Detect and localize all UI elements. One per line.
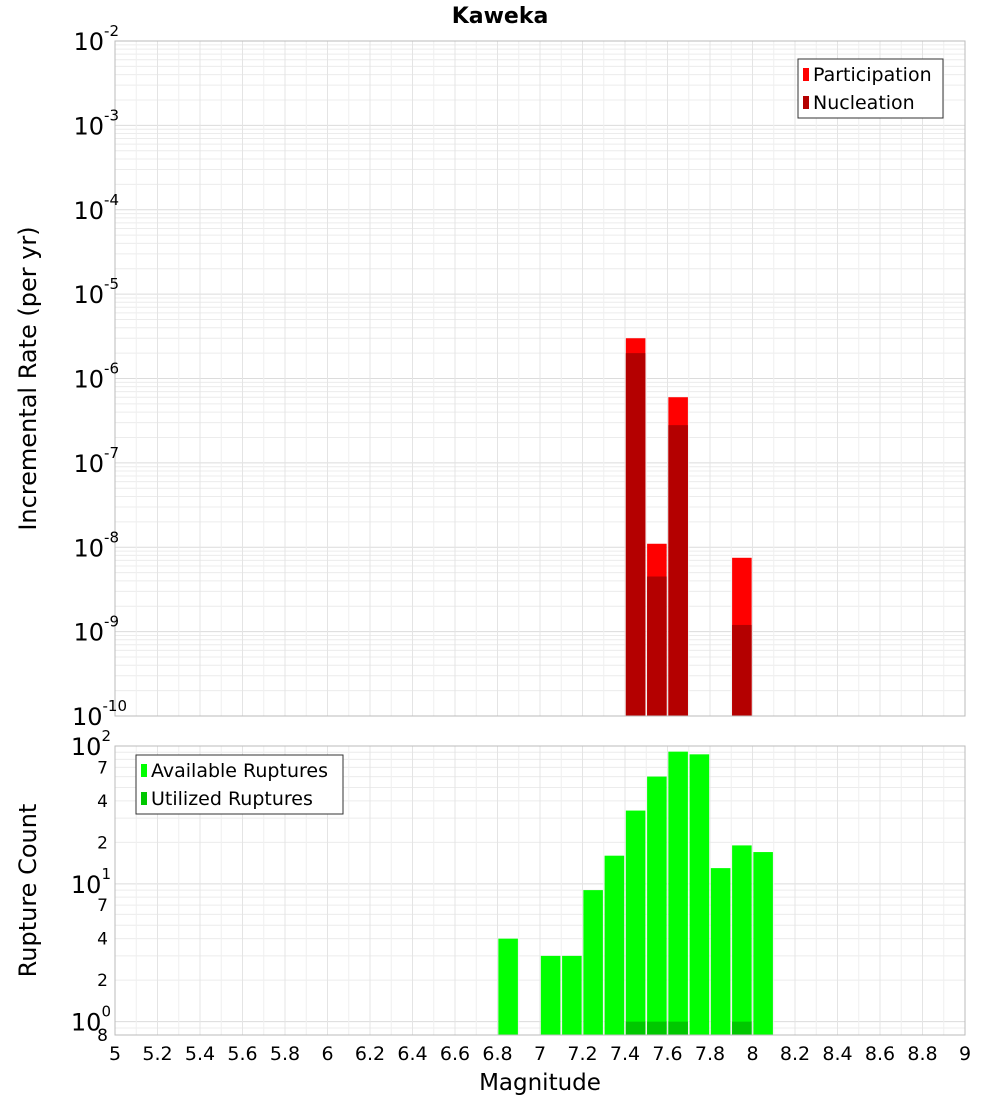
bar-utilized-ruptures (668, 1021, 688, 1035)
x-tick-label: 5 (109, 1043, 121, 1065)
panel-count: 100 101 102 8 2 4 7 2 4 7 Rupture Count Available R… (14, 727, 966, 1046)
bar-utilized-ruptures (732, 1021, 752, 1035)
legend-box (797, 58, 944, 119)
x-tick-label: 8.8 (907, 1043, 937, 1065)
x-tick-label: 6.6 (440, 1043, 470, 1065)
bar-available-ruptures (562, 955, 582, 1035)
y-axis-title: Rupture Count (14, 804, 42, 978)
bar-available-ruptures (583, 890, 603, 1035)
x-tick-label: 7.2 (567, 1043, 597, 1065)
x-tick-label: 8.4 (822, 1043, 852, 1065)
y-tick-label: 10-6 (73, 360, 119, 394)
y-minor-tick-label: 4 (97, 792, 108, 812)
y-tick-label: 10-2 (73, 22, 119, 56)
panel-rate: 10-10 10-9 10-8 10-7 10-6 10-5 10-4 10-3 10-2 Inc… (14, 22, 966, 731)
bar-available-ruptures (625, 810, 646, 1035)
bar-available-ruptures (647, 776, 667, 1035)
x-tick-label: 5.2 (142, 1043, 172, 1065)
legend-label: Participation (813, 64, 932, 86)
x-tick-label: 5.8 (270, 1043, 300, 1065)
y-minor-tick-label: 2 (97, 833, 108, 853)
y-tick-label: 102 (71, 727, 111, 761)
bar-nucleation (668, 425, 688, 716)
x-tick-label: 7.8 (695, 1043, 725, 1065)
x-axis-title: Magnitude (479, 1070, 601, 1096)
y-minor-tick-label: 8 (97, 1026, 108, 1046)
x-tick-label: 6 (321, 1043, 333, 1065)
bar-available-ruptures (689, 754, 710, 1035)
bar-available-ruptures (498, 938, 518, 1035)
bar-nucleation (647, 576, 667, 716)
y-tick-label: 10-7 (73, 444, 119, 478)
legend: Participation Nucleation (797, 58, 944, 119)
legend-label: Nucleation (813, 92, 915, 114)
y-minor-tick-label: 4 (97, 930, 108, 950)
bar-nucleation (732, 624, 752, 716)
x-tick-label: 7.4 (610, 1043, 640, 1065)
x-tick-label: 9 (959, 1043, 971, 1065)
x-tick-label: 6.4 (397, 1043, 427, 1065)
legend: Available Ruptures Utilized Ruptures (135, 754, 344, 815)
x-tick-label: 7 (534, 1043, 546, 1065)
bar-utilized-ruptures (625, 1021, 646, 1035)
plot-frame (114, 40, 966, 717)
bar-available-ruptures (753, 852, 773, 1035)
bar-nucleation (625, 353, 646, 716)
legend-label: Available Ruptures (151, 760, 328, 782)
legend-swatch (803, 68, 809, 81)
bar-available-ruptures (668, 751, 688, 1035)
x-tick-label: 6.2 (355, 1043, 385, 1065)
x-tick-label: 8.6 (865, 1043, 895, 1065)
x-tick-label: 5.4 (185, 1043, 215, 1065)
legend-box (135, 754, 344, 815)
chart-title: Kaweka (452, 4, 549, 29)
plot-frame (114, 745, 966, 1036)
legend-swatch (141, 792, 147, 805)
bar-available-ruptures (540, 955, 561, 1035)
y-minor-tick-label: 7 (97, 758, 108, 778)
y-tick-label: 10-4 (73, 191, 119, 225)
x-tick-label: 6.8 (482, 1043, 512, 1065)
bar-available-ruptures (710, 868, 731, 1035)
y-axis-title: Incremental Rate (per yr) (14, 226, 42, 530)
legend-swatch (803, 96, 809, 109)
legend-label: Utilized Ruptures (151, 788, 313, 810)
x-tick-label: 7.6 (652, 1043, 682, 1065)
x-tick-label: 8.2 (780, 1043, 810, 1065)
bar-available-ruptures (604, 855, 625, 1035)
y-tick-label: 10-8 (73, 528, 119, 562)
bar-available-ruptures (732, 845, 752, 1035)
y-tick-label: 10-9 (73, 613, 119, 647)
bar-utilized-ruptures (647, 1021, 667, 1035)
y-tick-label: 101 (71, 865, 111, 899)
y-minor-tick-label: 7 (97, 896, 108, 916)
y-tick-label: 10-3 (73, 106, 119, 140)
y-tick-label: 10-5 (73, 275, 119, 309)
x-tick-label: 5.6 (227, 1043, 257, 1065)
y-tick-label: 10-10 (72, 697, 127, 731)
y-minor-tick-label: 2 (97, 971, 108, 991)
legend-swatch (141, 764, 147, 777)
y-tick-label: 100 (71, 1003, 111, 1037)
x-tick-label: 8 (746, 1043, 758, 1065)
